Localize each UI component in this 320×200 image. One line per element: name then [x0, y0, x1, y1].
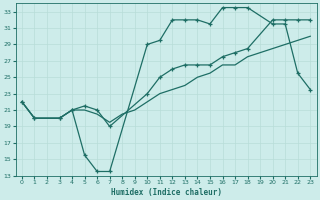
X-axis label: Humidex (Indice chaleur): Humidex (Indice chaleur) [111, 188, 221, 197]
